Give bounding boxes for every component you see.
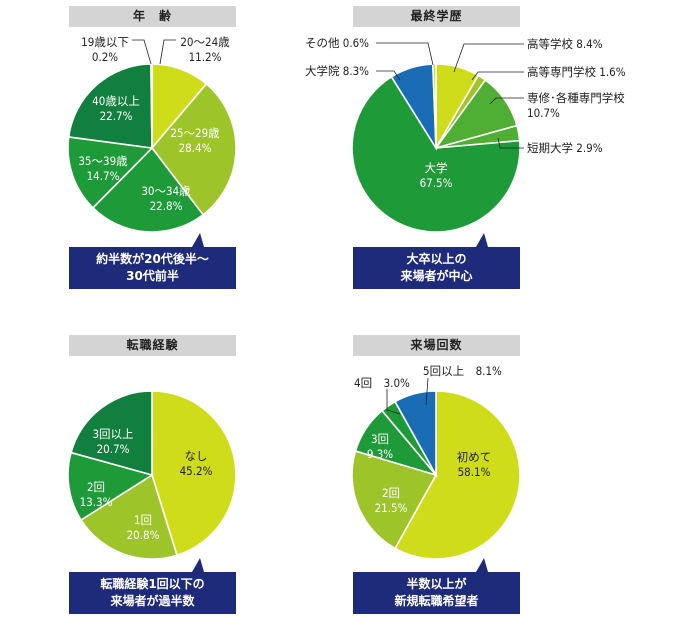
slice-value: 20.7% (97, 442, 130, 456)
age-title: 年 齢 (69, 6, 236, 27)
slice-label: 25〜29歳 (170, 126, 220, 140)
slice-label: 20〜24歳 (180, 35, 230, 49)
callout-pointer (192, 233, 204, 247)
slice-label: 短期大学 2.9% (527, 141, 603, 155)
leader-line (386, 389, 401, 415)
slice-value: 28.4% (179, 141, 212, 155)
pie-slice (91, 146, 205, 233)
leader-line (132, 39, 152, 65)
callout-line: 約半数が20代後半〜 (96, 252, 209, 266)
slice-label: 1回 (134, 513, 152, 527)
callout-line: 来場者が過半数 (110, 594, 195, 608)
slice-label: 3回 (371, 432, 389, 446)
callout-line: 大卒以上の (406, 252, 467, 266)
callout-line: 新規転職希望者 (394, 594, 479, 608)
slice-label: 大学院 8.3% (305, 64, 369, 78)
slice-label: 初めて (457, 450, 492, 464)
slice-value: 22.7% (100, 109, 133, 123)
callout-line: 来場者が中心 (400, 269, 473, 283)
callout-line: 半数以上が (406, 577, 467, 591)
slice-value: 11.2% (189, 50, 222, 64)
slice-value: 67.5% (420, 176, 453, 190)
slice-label: 専修･各種専門学校 (527, 91, 625, 105)
visit-count-title: 来場回数 (353, 335, 520, 356)
slice-label: 2回 (382, 486, 400, 500)
pie-slice (351, 450, 438, 550)
slice-label: 40歳以上 (92, 94, 140, 108)
slice-label: 4回 3.0% (354, 376, 410, 390)
slice-value: 9.3% (367, 447, 393, 461)
slice-label: なし (185, 449, 208, 463)
callout-line: 転職経験1回以下の (100, 577, 205, 591)
slice-value: 0.2% (92, 50, 118, 64)
education-callout: 大卒以上の 来場者が中心 (353, 247, 520, 289)
age-pie-chart: 20〜24歳11.2%25〜29歳28.4%30〜34歳22.8%35〜39歳1… (67, 35, 237, 247)
slice-label: 5回以上 8.1% (423, 364, 502, 378)
callout-pointer (476, 558, 488, 572)
pie-slice (351, 75, 521, 233)
slice-value: 58.1% (458, 465, 491, 479)
age-callout: 約半数が20代後半〜 30代前半 (69, 247, 236, 289)
leader-line (471, 71, 524, 81)
leader-line (497, 137, 524, 149)
slice-label: 高等学校 8.4% (527, 37, 603, 51)
pie-slice (150, 82, 237, 216)
slice-value: 20.8% (127, 528, 160, 542)
pie-slice (67, 136, 154, 209)
job-change-title: 転職経験 (69, 335, 236, 356)
pie-slice (151, 390, 237, 557)
pie-slice (67, 63, 153, 149)
leader-line (376, 42, 434, 66)
visit-count-callout: 半数以上が 新規転職希望者 (353, 572, 520, 614)
slice-value: 13.3% (80, 495, 113, 509)
slice-label: 高等専門学校 1.6% (527, 65, 626, 79)
slice-label: 19歳以下 (81, 35, 129, 49)
callout-pointer (476, 233, 488, 247)
slice-value: 14.7% (87, 169, 120, 183)
slice-label: その他 0.6% (305, 36, 369, 50)
leader-line (453, 43, 524, 73)
pie-slice (70, 390, 153, 477)
slice-label: 30〜34歳 (141, 184, 191, 198)
leader-line (159, 39, 176, 65)
leader-line (376, 70, 401, 81)
callout-pointer (192, 558, 204, 572)
pie-slice (393, 390, 521, 560)
pie-slice (393, 390, 437, 479)
pie-slice (79, 473, 178, 560)
callout-line: 30代前半 (126, 269, 179, 283)
education-title: 最終学歴 (353, 6, 520, 27)
slice-value: 10.7% (527, 106, 560, 120)
slice-label: 35〜39歳 (78, 154, 128, 168)
slice-value: 45.2% (180, 464, 213, 478)
slice-label: 3回以上 (92, 427, 133, 441)
leader-line (489, 97, 524, 105)
job-change-callout: 転職経験1回以下の 来場者が過半数 (69, 572, 236, 614)
slice-value: 21.5% (375, 501, 408, 515)
leader-line (425, 377, 429, 406)
slice-label: 2回 (87, 480, 105, 494)
slice-label: 大学 (425, 161, 448, 175)
slice-value: 22.8% (150, 199, 183, 213)
